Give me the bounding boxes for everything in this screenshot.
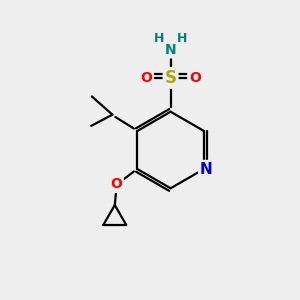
Text: N: N <box>200 162 212 177</box>
Text: O: O <box>189 71 201 85</box>
Text: H: H <box>177 32 187 45</box>
Text: O: O <box>140 71 152 85</box>
Text: S: S <box>165 69 177 87</box>
Text: N: N <box>165 43 176 57</box>
Text: H: H <box>154 32 165 45</box>
Text: O: O <box>110 177 122 191</box>
